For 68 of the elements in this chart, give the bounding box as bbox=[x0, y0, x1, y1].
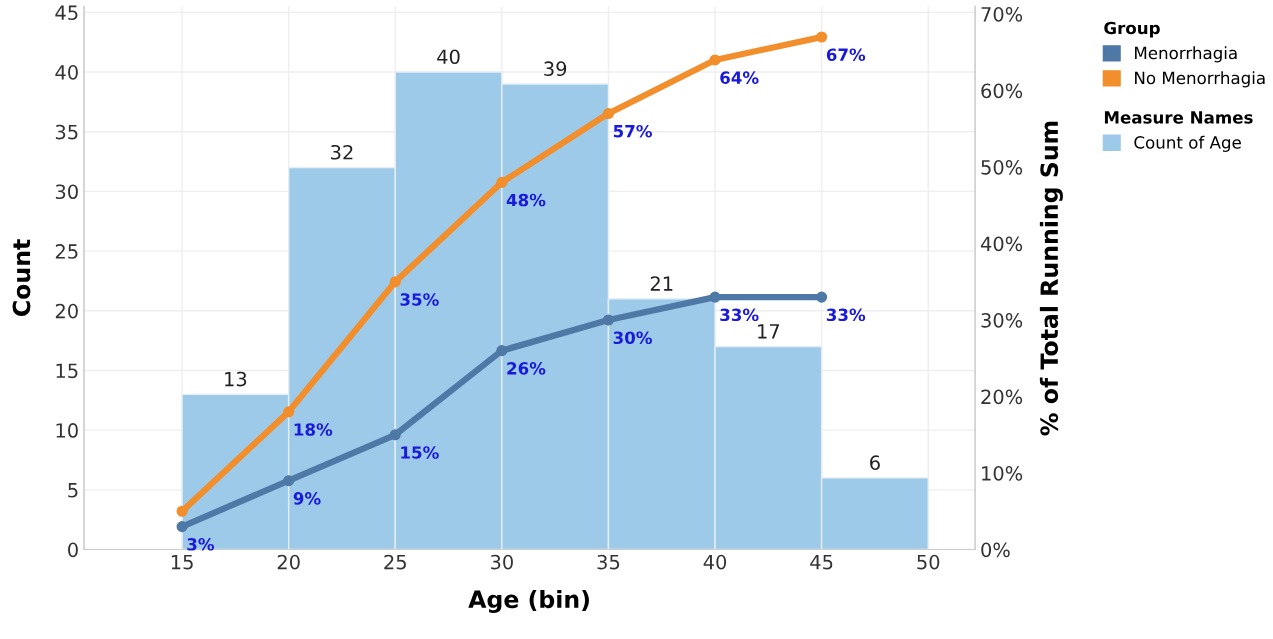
y-axis-title: Count bbox=[12, 239, 31, 317]
y-tick-label: 5 bbox=[68, 483, 78, 498]
y-tick-label: 30 bbox=[55, 184, 78, 200]
text: Measure Names bbox=[1104, 111, 1253, 124]
data-label: 26% bbox=[507, 362, 546, 375]
y-tick-label: 40 bbox=[55, 65, 78, 80]
y-tick-label: 25 bbox=[55, 244, 78, 259]
y2-tick-label: 60% bbox=[981, 83, 1023, 99]
data-label: 39 bbox=[544, 61, 567, 77]
x-tick-label: 30 bbox=[490, 554, 513, 570]
point bbox=[709, 291, 721, 303]
data-label: 30% bbox=[613, 331, 652, 345]
data-label: 33% bbox=[720, 308, 759, 322]
data-label: 15% bbox=[401, 446, 439, 459]
point bbox=[602, 107, 615, 120]
data-label: 21 bbox=[650, 276, 673, 291]
point bbox=[816, 31, 828, 43]
y2-tick-label: 0% bbox=[981, 542, 1010, 558]
y2-tick-label: 70% bbox=[981, 7, 1023, 22]
point bbox=[283, 475, 295, 487]
data-label: 57% bbox=[613, 124, 652, 138]
data-label: 6 bbox=[870, 455, 880, 470]
point bbox=[176, 521, 188, 533]
data-label: 48% bbox=[506, 193, 546, 207]
x-axis-title: Age (bin) bbox=[468, 589, 589, 613]
y-tick-label: 35 bbox=[55, 124, 78, 140]
legend-title: Group bbox=[1104, 21, 1160, 38]
data-label: 64% bbox=[720, 71, 759, 84]
data-label: 3% bbox=[187, 538, 215, 551]
data-label: 13 bbox=[225, 371, 247, 387]
x-tick-label: 25 bbox=[384, 554, 406, 570]
x-tick-label: 40 bbox=[703, 554, 727, 570]
point bbox=[389, 429, 401, 441]
data-label: 18% bbox=[294, 423, 333, 436]
x-tick-label: 20 bbox=[277, 554, 300, 570]
point bbox=[283, 406, 295, 418]
legend-label: Count of Age bbox=[1134, 135, 1241, 152]
x-tick-label: 45 bbox=[810, 555, 833, 570]
data-label: 32 bbox=[331, 144, 353, 160]
point bbox=[709, 54, 721, 66]
y-tick-label: 20 bbox=[55, 303, 78, 319]
legend-label: Menorrhagia bbox=[1135, 46, 1237, 63]
data-label: 67% bbox=[826, 48, 866, 61]
x-tick-label: 50 bbox=[917, 554, 940, 570]
data-label: 17 bbox=[758, 324, 780, 339]
data-label: 40 bbox=[437, 49, 460, 65]
y2-tick-label: 10% bbox=[982, 466, 1023, 481]
y-tick-label: 45 bbox=[55, 5, 78, 21]
y2-tick-label: 20% bbox=[981, 389, 1023, 405]
y-tick-label: 0 bbox=[68, 542, 78, 558]
x-tick-label: 35 bbox=[597, 554, 620, 570]
legend-label: No Menorrhagia bbox=[1135, 71, 1265, 88]
point bbox=[389, 276, 401, 288]
y2-tick-label: 30% bbox=[981, 313, 1023, 328]
x-tick-label: 15 bbox=[171, 555, 193, 570]
point bbox=[496, 345, 508, 357]
y-tick-label: 10 bbox=[56, 423, 78, 438]
data-label: 9% bbox=[293, 492, 321, 505]
data-label: 35% bbox=[400, 293, 439, 306]
data-label: 33% bbox=[826, 308, 866, 322]
y2-axis-title: % of Total Running Sum bbox=[1039, 121, 1063, 436]
point bbox=[496, 176, 508, 188]
y2-tick-label: 40% bbox=[980, 236, 1023, 252]
point bbox=[176, 505, 188, 517]
y-tick-label: 15 bbox=[56, 363, 78, 379]
y2-tick-label: 50% bbox=[981, 160, 1023, 175]
point bbox=[602, 314, 615, 326]
point bbox=[816, 291, 828, 303]
